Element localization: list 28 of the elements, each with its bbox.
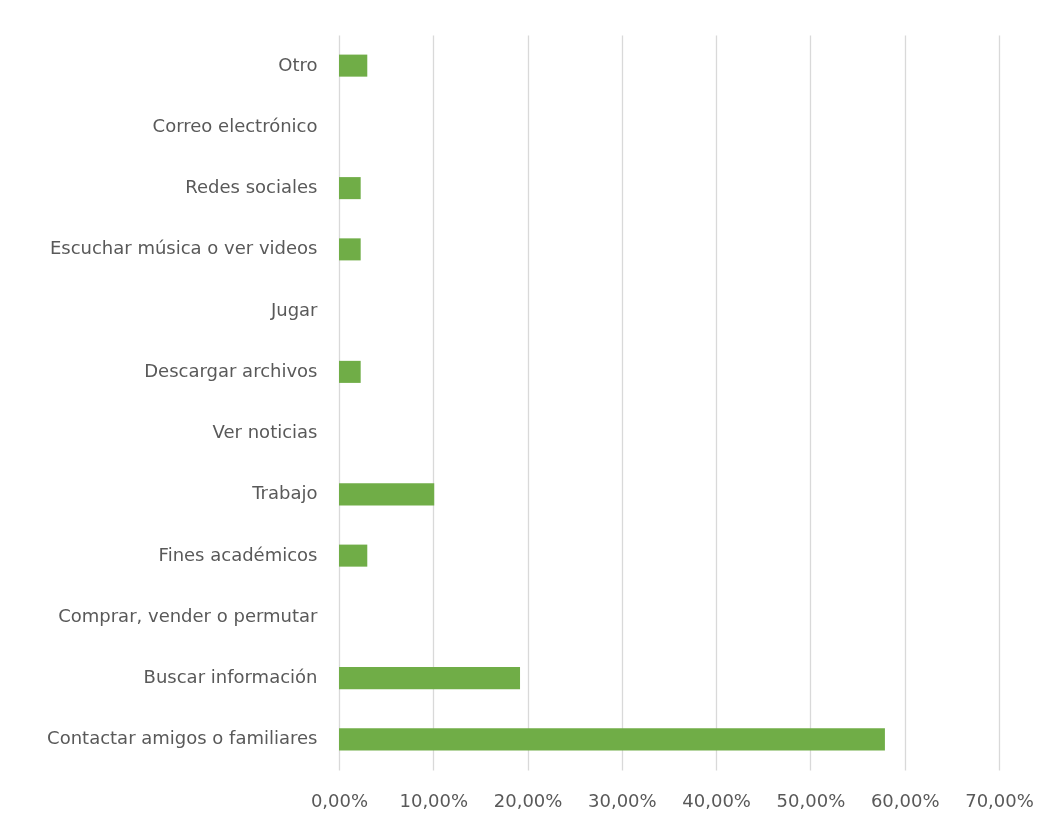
y-tick-label: Fines académicos	[158, 543, 318, 565]
bar	[339, 360, 361, 383]
y-tick-label: Comprar, vender o permutar	[58, 604, 319, 626]
y-tick-label: Contactar amigos o familiares	[47, 727, 318, 749]
y-tick-label: Jugar	[269, 298, 319, 320]
bar	[339, 54, 368, 77]
y-tick-label: Redes sociales	[185, 176, 318, 198]
y-tick-label: Otro	[278, 53, 318, 75]
y-tick-label: Descargar archivos	[144, 359, 318, 381]
bar	[339, 728, 885, 751]
y-tick-label: Trabajo	[251, 482, 318, 504]
x-tick-label: 20,00%	[493, 789, 563, 811]
y-tick-label: Buscar información	[143, 666, 318, 688]
bar	[339, 544, 368, 567]
x-tick-label: 50,00%	[776, 789, 846, 811]
x-tick-label: 0,00%	[310, 789, 369, 811]
bar	[339, 238, 361, 261]
bar	[339, 483, 435, 506]
x-tick-label: 60,00%	[870, 789, 940, 811]
y-tick-label: Escuchar música o ver videos	[49, 237, 318, 259]
y-tick-label: Ver noticias	[212, 421, 318, 443]
x-tick-label: 70,00%	[965, 789, 1034, 811]
y-tick-label: Correo electrónico	[152, 114, 318, 136]
bar	[339, 177, 361, 200]
bar	[339, 667, 521, 690]
x-tick-label: 10,00%	[399, 789, 469, 811]
x-tick-label: 30,00%	[588, 789, 657, 811]
x-tick-label: 40,00%	[682, 789, 751, 811]
